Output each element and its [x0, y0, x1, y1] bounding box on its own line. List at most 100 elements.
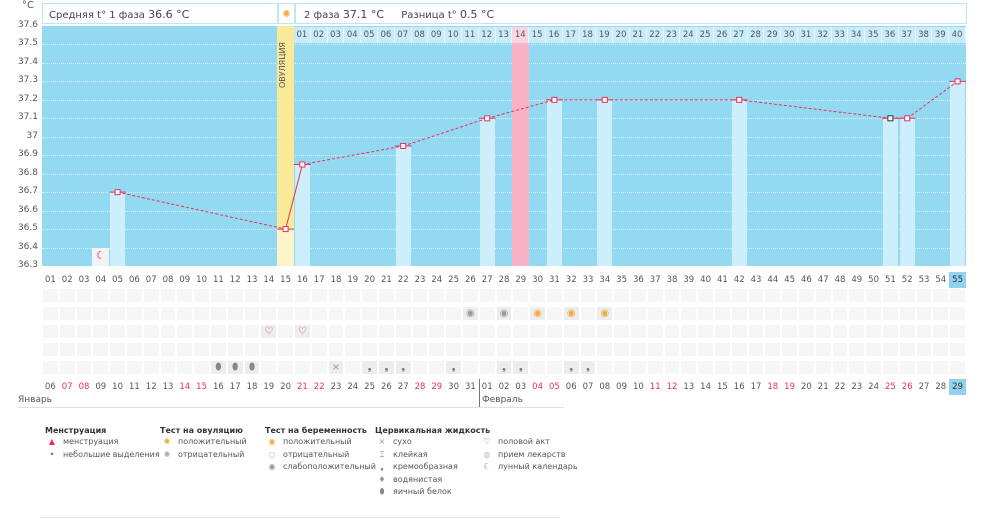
empty-cell[interactable]: [596, 288, 614, 303]
empty-cell[interactable]: [361, 342, 378, 357]
empty-cell[interactable]: [210, 306, 227, 321]
empty-cell[interactable]: [529, 324, 546, 339]
date-label[interactable]: 28: [935, 382, 947, 392]
empty-cell[interactable]: [428, 288, 446, 303]
empty-cell[interactable]: [781, 306, 798, 321]
empty-cell[interactable]: [193, 324, 210, 339]
empty-cell[interactable]: [714, 360, 731, 375]
marker-heart[interactable]: ♡: [260, 324, 278, 339]
empty-cell[interactable]: [126, 342, 143, 357]
empty-cell[interactable]: [865, 288, 882, 303]
date-label[interactable]: 26: [380, 382, 392, 392]
date-label[interactable]: 20: [280, 382, 291, 392]
date-label[interactable]: 22: [834, 382, 846, 392]
empty-cell[interactable]: [848, 306, 866, 321]
empty-cell[interactable]: [378, 288, 395, 303]
empty-cell[interactable]: [210, 324, 227, 339]
empty-cell[interactable]: [579, 342, 597, 357]
empty-cell[interactable]: [882, 324, 899, 339]
empty-cell[interactable]: [428, 342, 446, 357]
empty-cell[interactable]: [260, 360, 278, 375]
empty-cell[interactable]: [277, 342, 294, 357]
empty-cell[interactable]: [210, 288, 227, 303]
temperature-point[interactable]: [736, 96, 743, 103]
empty-cell[interactable]: [915, 342, 933, 357]
empty-cell[interactable]: [42, 288, 59, 303]
date-label[interactable]: 09: [616, 382, 627, 392]
date-label[interactable]: 10: [632, 382, 644, 392]
empty-cell[interactable]: [747, 306, 765, 321]
empty-cell[interactable]: [428, 306, 446, 321]
empty-cell[interactable]: [75, 306, 93, 321]
date-label[interactable]: 13: [683, 382, 695, 392]
empty-cell[interactable]: [697, 324, 714, 339]
empty-cell[interactable]: [798, 360, 815, 375]
empty-cell[interactable]: [294, 360, 311, 375]
empty-cell[interactable]: [176, 360, 194, 375]
date-label[interactable]: 02: [498, 382, 510, 392]
temperature-bar[interactable]: [731, 99, 747, 266]
empty-cell[interactable]: [949, 288, 966, 303]
temperature-bar[interactable]: [479, 118, 495, 266]
temperature-point[interactable]: [551, 96, 558, 103]
date-label[interactable]: 08: [78, 382, 90, 392]
empty-cell[interactable]: [277, 360, 294, 375]
empty-cell[interactable]: [865, 342, 882, 357]
empty-cell[interactable]: [344, 306, 362, 321]
empty-cell[interactable]: [680, 288, 698, 303]
empty-cell[interactable]: [462, 342, 479, 357]
empty-cell[interactable]: [361, 288, 378, 303]
empty-cell[interactable]: [663, 342, 681, 357]
empty-cell[interactable]: [159, 306, 177, 321]
temperature-bar[interactable]: [883, 118, 898, 266]
empty-cell[interactable]: [159, 288, 177, 303]
empty-cell[interactable]: [58, 306, 76, 321]
empty-cell[interactable]: [277, 324, 294, 339]
empty-cell[interactable]: [42, 324, 59, 339]
empty-cell[interactable]: [529, 288, 546, 303]
temperature-bar[interactable]: [395, 146, 411, 266]
empty-cell[interactable]: [714, 306, 731, 321]
empty-cell[interactable]: [714, 288, 731, 303]
date-label[interactable]: 01: [481, 382, 493, 392]
empty-cell[interactable]: [126, 288, 143, 303]
empty-cell[interactable]: [142, 306, 160, 321]
empty-cell[interactable]: [764, 324, 782, 339]
empty-cell[interactable]: [512, 342, 530, 357]
date-label[interactable]: 09: [95, 382, 107, 392]
empty-cell[interactable]: [831, 360, 849, 375]
empty-cell[interactable]: [478, 342, 496, 357]
empty-cell[interactable]: [243, 342, 261, 357]
empty-cell[interactable]: [75, 360, 93, 375]
empty-cell[interactable]: [781, 324, 798, 339]
empty-cell[interactable]: [579, 324, 597, 339]
date-label[interactable]: 18: [767, 382, 779, 392]
empty-cell[interactable]: [764, 306, 782, 321]
empty-cell[interactable]: [898, 306, 916, 321]
date-label[interactable]: 13: [162, 382, 174, 392]
empty-cell[interactable]: [109, 324, 126, 339]
empty-cell[interactable]: [75, 324, 93, 339]
empty-cell[interactable]: [294, 306, 311, 321]
empty-cell[interactable]: [310, 324, 328, 339]
date-label[interactable]: 06: [565, 382, 577, 392]
empty-cell[interactable]: [764, 288, 782, 303]
empty-cell[interactable]: [949, 342, 966, 357]
date-label[interactable]: 26: [901, 382, 913, 392]
empty-cell[interactable]: [495, 342, 513, 357]
marker-positive[interactable]: ◉: [596, 306, 614, 321]
empty-cell[interactable]: [865, 324, 882, 339]
empty-cell[interactable]: [193, 360, 210, 375]
empty-cell[interactable]: [361, 324, 378, 339]
empty-cell[interactable]: [226, 288, 244, 303]
empty-cell[interactable]: [747, 342, 765, 357]
empty-cell[interactable]: [428, 360, 446, 375]
marker-egg-white[interactable]: ⬮: [243, 360, 261, 375]
empty-cell[interactable]: [462, 288, 479, 303]
empty-cell[interactable]: [848, 360, 866, 375]
empty-cell[interactable]: [680, 360, 698, 375]
empty-cell[interactable]: [932, 288, 950, 303]
date-label[interactable]: 07: [61, 382, 73, 392]
empty-cell[interactable]: [92, 288, 110, 303]
empty-cell[interactable]: [142, 342, 160, 357]
